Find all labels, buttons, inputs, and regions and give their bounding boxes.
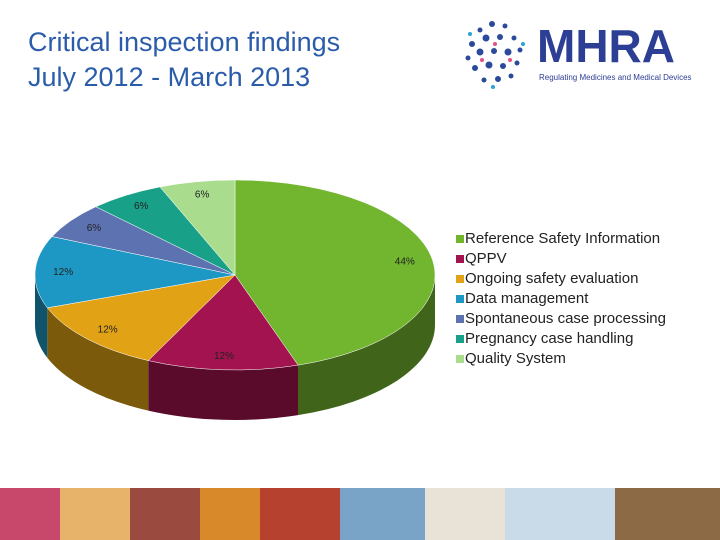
- data-label: 12%: [214, 351, 234, 362]
- slice: [34, 236, 236, 309]
- legend-swatch: [456, 235, 464, 243]
- slice: [159, 179, 236, 276]
- slice: [46, 274, 236, 361]
- data-label: 6%: [87, 223, 102, 234]
- logo-tagline: Regulating Medicines and Medical Devices: [539, 73, 692, 82]
- legend-label: Spontaneous case processing: [465, 310, 666, 327]
- data-label: 6%: [195, 189, 210, 200]
- legend-swatch: [456, 295, 464, 303]
- legend-swatch: [456, 355, 464, 363]
- data-label: 44%: [395, 257, 415, 268]
- slice-side: [298, 275, 435, 416]
- data-label: 12%: [98, 325, 118, 336]
- legend-swatch: [456, 335, 464, 343]
- logo: MHRA Regulating Medicines and Medical De…: [465, 20, 692, 89]
- legend-label: Reference Safety Information: [465, 230, 660, 247]
- legend: Reference Safety Information QPPV Ongoing …: [456, 230, 666, 367]
- slice-side: [47, 307, 149, 411]
- legend-swatch: [456, 255, 464, 263]
- slice: [234, 179, 436, 366]
- title-line: Critical inspection findings: [28, 27, 340, 57]
- slice-side: [35, 275, 48, 358]
- data-label: 6%: [134, 201, 149, 212]
- legend-label: Quality System: [465, 350, 566, 367]
- slice: [147, 274, 299, 371]
- legend-label: Ongoing safety evaluation: [465, 270, 638, 287]
- slice-side: [148, 360, 299, 420]
- title-line: July 2012 - March 2013: [28, 62, 310, 92]
- photo-strip: [0, 488, 720, 540]
- legend-label: QPPV: [465, 250, 507, 267]
- legend-swatch: [456, 275, 464, 283]
- legend-swatch: [456, 315, 464, 323]
- pie-chart: 44% 12% 12% 12% 6% 6% 6%: [34, 179, 436, 420]
- legend-label: Pregnancy case handling: [465, 330, 633, 347]
- legend-label: Data management: [465, 290, 589, 307]
- data-label: 12%: [53, 267, 73, 278]
- logo-name: MHRA: [537, 20, 675, 72]
